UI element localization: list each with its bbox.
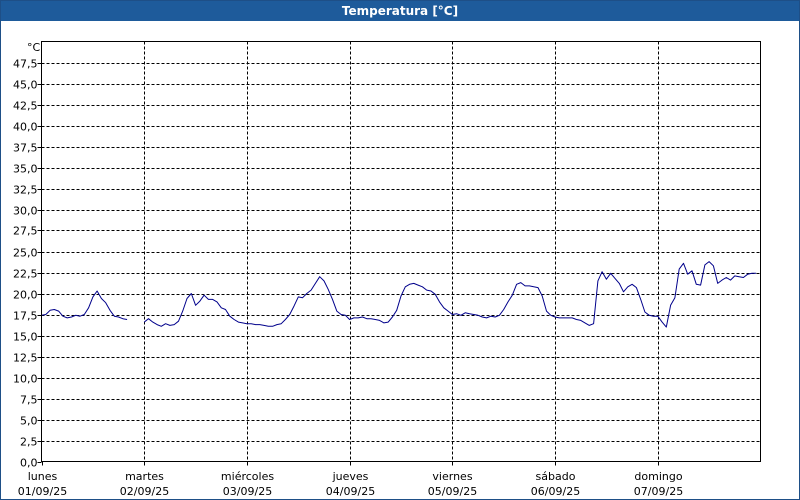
y-tick-label: 42,5 (13, 100, 38, 113)
y-tick-label: 15,0 (13, 331, 38, 344)
y-tick-label: 37,5 (13, 142, 38, 155)
y-tick-label: 12,5 (13, 352, 38, 365)
y-tick-label: 7,5 (20, 394, 38, 407)
x-tick-day-label: miércoles (221, 470, 274, 483)
y-tick-label: 45,0 (13, 79, 38, 92)
y-tick-label: 17,5 (13, 310, 38, 323)
y-unit-label: °C (27, 41, 41, 54)
x-tick-date-label: 01/09/25 (18, 485, 67, 498)
y-tick-label: 0,0 (20, 457, 38, 470)
y-tick-label: 25,0 (13, 247, 38, 260)
y-tick-label: 5,0 (20, 415, 38, 428)
series-temperature (41, 261, 757, 328)
y-tick-labels: 0,0 2,5 5,0 7,5 10,0 12,5 15,0 17,5 20,0 22,5 25,0… (13, 58, 38, 470)
x-tick-day-label: martes (125, 470, 164, 483)
x-tick-date-label: 02/09/25 (120, 485, 169, 498)
x-tick-date-label: 03/09/25 (223, 485, 272, 498)
x-tick-day-label: domingo (634, 470, 682, 483)
x-tick-date-label: 06/09/25 (531, 485, 580, 498)
x-tick-date-label: 04/09/25 (326, 485, 375, 498)
y-tick-label: 35,0 (13, 163, 38, 176)
grid-lines (37, 41, 761, 466)
x-tick-day-label: jueves (332, 470, 369, 483)
y-tick-label: 47,5 (13, 58, 38, 71)
series-line-segment (41, 290, 128, 320)
y-tick-label: 30,0 (13, 205, 38, 218)
x-tick-day-label: sábado (536, 470, 576, 483)
x-tick-date-label: 07/09/25 (634, 485, 683, 498)
y-tick-label: 10,0 (13, 373, 38, 386)
y-tick-label: 2,5 (20, 436, 38, 449)
x-tick-date-label: 05/09/25 (428, 485, 477, 498)
plot-area-border (41, 41, 761, 462)
y-tick-label: 27,5 (13, 225, 38, 238)
x-tick-day-label: viernes (432, 470, 472, 483)
y-tick-label: 40,0 (13, 121, 38, 134)
y-tick-label: 32,5 (13, 184, 38, 197)
window-title: Temperatura [°C] (1, 1, 799, 21)
x-tick-labels: lunes 01/09/25 martes 02/09/25 miércoles 03/0… (18, 470, 683, 498)
series-line-segment (143, 261, 757, 328)
y-tick-label: 20,0 (13, 289, 38, 302)
y-tick-label: 22,5 (13, 268, 38, 281)
x-tick-day-label: lunes (28, 470, 58, 483)
